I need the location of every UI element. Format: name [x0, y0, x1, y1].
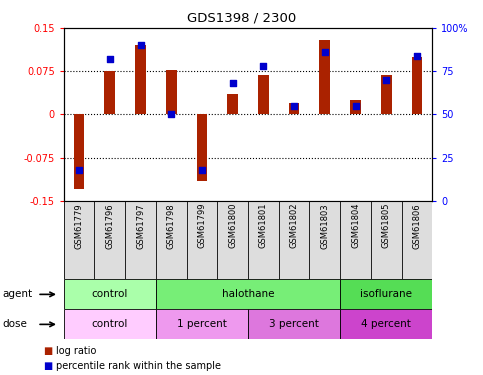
Text: GSM61798: GSM61798	[167, 203, 176, 249]
Point	[168, 111, 175, 117]
Text: GSM61779: GSM61779	[74, 203, 84, 249]
Point	[290, 103, 298, 109]
Text: log ratio: log ratio	[56, 346, 96, 355]
Bar	[412, 57, 422, 114]
Text: GSM61803: GSM61803	[320, 203, 329, 249]
Text: GSM61796: GSM61796	[105, 203, 114, 249]
Bar	[227, 94, 238, 114]
Point	[137, 42, 144, 48]
Text: GDS1398 / 2300: GDS1398 / 2300	[187, 11, 296, 24]
Text: GSM61801: GSM61801	[259, 203, 268, 249]
Point	[106, 56, 114, 62]
Text: dose: dose	[2, 320, 28, 329]
Bar	[135, 45, 146, 114]
Bar	[258, 75, 269, 114]
Bar	[350, 100, 361, 114]
Bar	[197, 114, 207, 180]
Text: GSM61806: GSM61806	[412, 203, 422, 249]
Bar	[319, 40, 330, 114]
Text: GSM61804: GSM61804	[351, 203, 360, 249]
Text: ■: ■	[43, 346, 53, 355]
Text: halothane: halothane	[222, 290, 274, 299]
Bar	[64, 309, 156, 339]
Text: GSM61802: GSM61802	[290, 203, 298, 249]
Bar	[74, 114, 85, 189]
Point	[413, 53, 421, 59]
Bar	[248, 309, 340, 339]
Text: control: control	[92, 320, 128, 329]
Text: GSM61805: GSM61805	[382, 203, 391, 249]
Text: GSM61799: GSM61799	[198, 203, 206, 249]
Bar	[64, 279, 156, 309]
Point	[383, 77, 390, 83]
Bar	[340, 309, 432, 339]
Text: isoflurane: isoflurane	[360, 290, 412, 299]
Point	[198, 166, 206, 172]
Point	[75, 166, 83, 172]
Text: control: control	[92, 290, 128, 299]
Text: 4 percent: 4 percent	[361, 320, 411, 329]
Point	[259, 63, 267, 69]
Bar	[104, 71, 115, 114]
Text: GSM61800: GSM61800	[228, 203, 237, 249]
Text: percentile rank within the sample: percentile rank within the sample	[56, 361, 221, 370]
Bar	[156, 309, 248, 339]
Bar	[289, 103, 299, 114]
Bar	[381, 75, 392, 114]
Text: agent: agent	[2, 290, 32, 299]
Bar	[340, 279, 432, 309]
Text: 3 percent: 3 percent	[269, 320, 319, 329]
Text: GSM61797: GSM61797	[136, 203, 145, 249]
Bar	[166, 69, 177, 114]
Point	[352, 103, 359, 109]
Text: ■: ■	[43, 361, 53, 370]
Bar	[156, 279, 340, 309]
Text: 1 percent: 1 percent	[177, 320, 227, 329]
Point	[321, 49, 328, 55]
Point	[229, 80, 237, 86]
